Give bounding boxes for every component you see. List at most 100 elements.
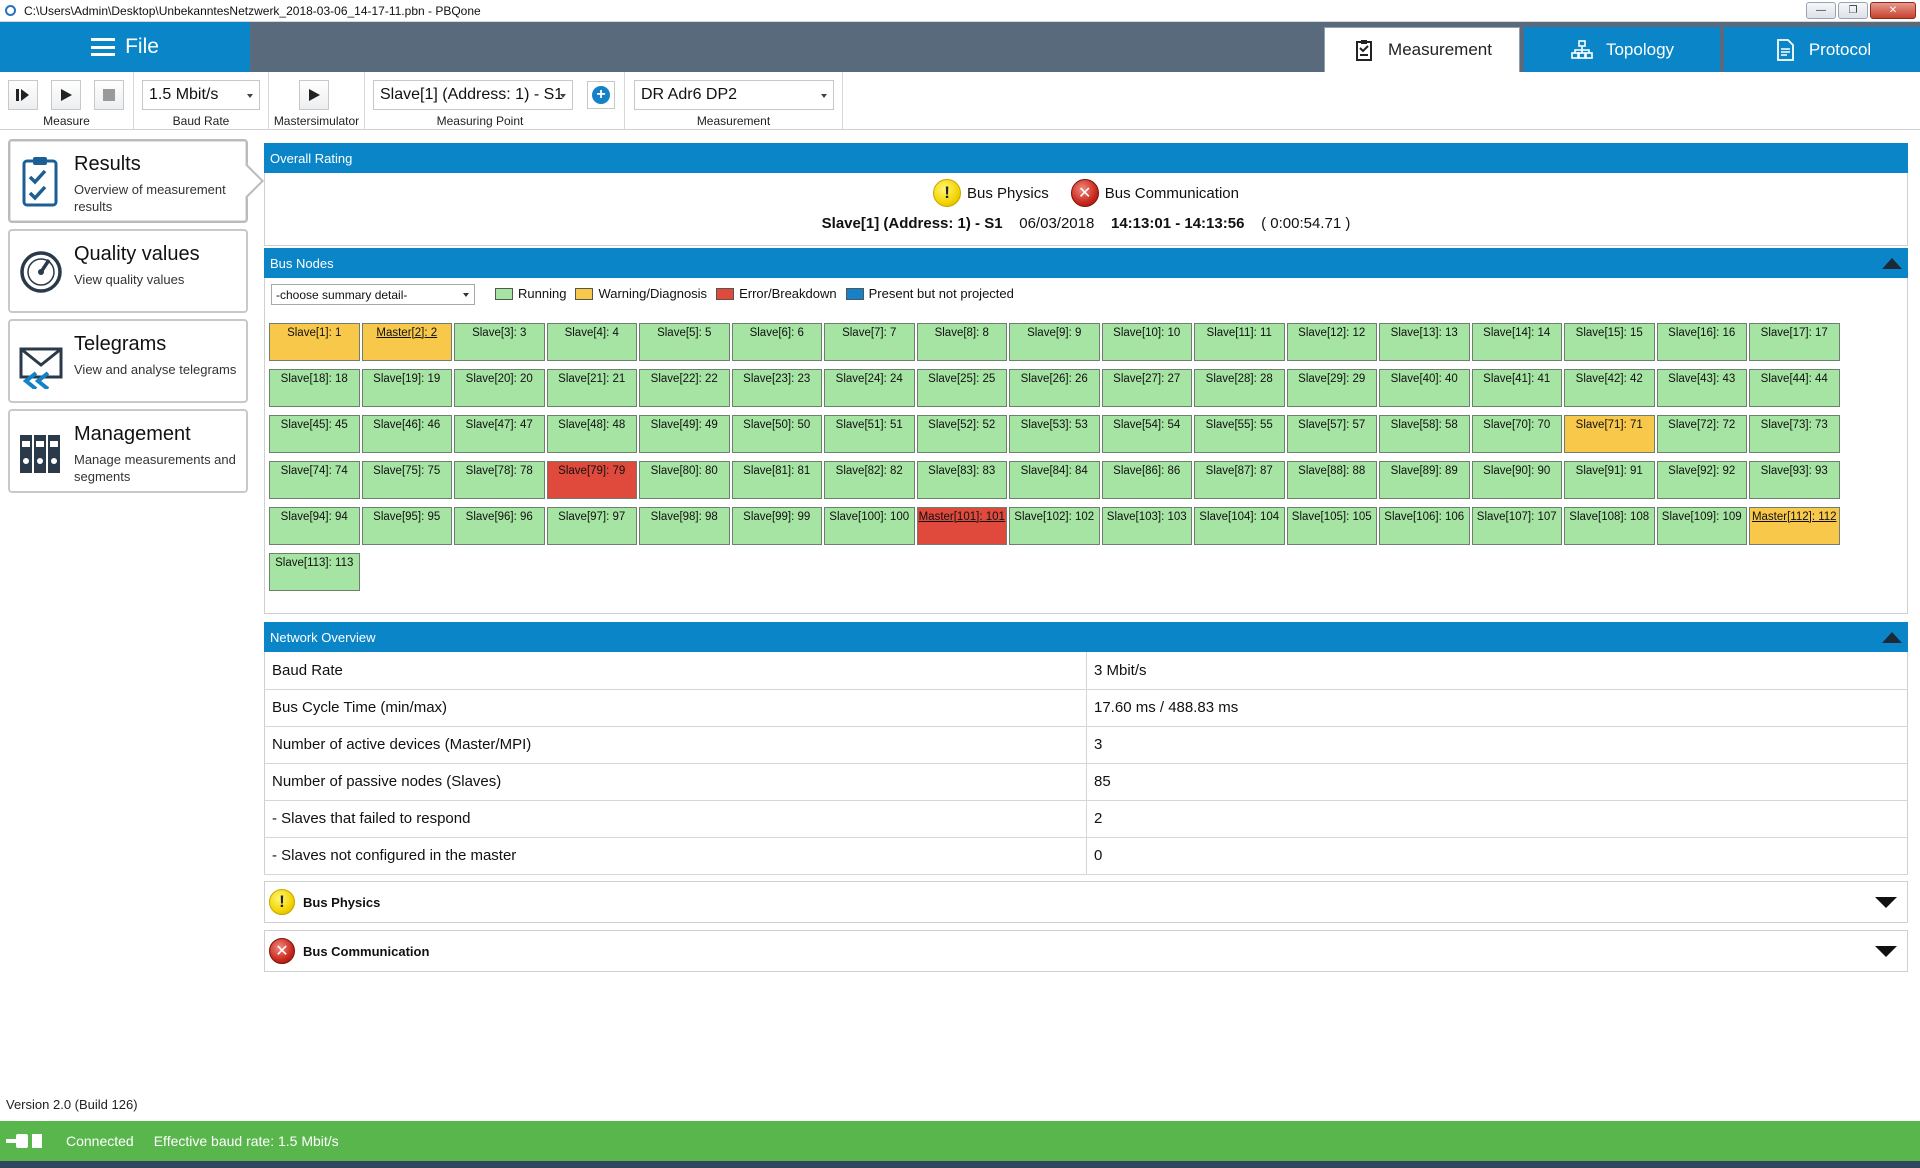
sidebar-item-telegrams[interactable]: Telegrams View and analyse telegrams [8, 319, 248, 403]
bus-node[interactable]: Slave[6]: 6 [731, 323, 822, 361]
bus-node[interactable]: Slave[49]: 49 [639, 415, 730, 453]
bus-node[interactable]: Slave[18]: 18 [269, 369, 360, 407]
bus-node[interactable]: Slave[9]: 9 [1009, 323, 1100, 361]
baud-rate-select[interactable]: 1.5 Mbit/s [142, 80, 260, 110]
add-measuring-point-button[interactable]: + [587, 81, 615, 109]
bus-node[interactable]: Master[112]: 112 [1749, 507, 1840, 545]
bus-node[interactable]: Slave[23]: 23 [731, 369, 822, 407]
bus-node[interactable]: Slave[20]: 20 [454, 369, 545, 407]
bus-node[interactable]: Slave[26]: 26 [1009, 369, 1100, 407]
step-button[interactable] [8, 80, 38, 110]
bus-node[interactable]: Slave[71]: 71 [1564, 415, 1655, 453]
bus-node[interactable]: Slave[93]: 93 [1749, 461, 1840, 499]
bus-node[interactable]: Slave[73]: 73 [1749, 415, 1840, 453]
bus-node[interactable]: Slave[10]: 10 [1101, 323, 1192, 361]
bus-node[interactable]: Slave[96]: 96 [454, 507, 545, 545]
bus-node[interactable]: Slave[84]: 84 [1009, 461, 1100, 499]
bus-node[interactable]: Slave[40]: 40 [1379, 369, 1470, 407]
bus-node[interactable]: Slave[27]: 27 [1101, 369, 1192, 407]
bus-node[interactable]: Slave[107]: 107 [1471, 507, 1562, 545]
bus-node[interactable]: Slave[72]: 72 [1656, 415, 1747, 453]
bus-node[interactable]: Slave[100]: 100 [824, 507, 915, 545]
bus-node[interactable]: Slave[3]: 3 [454, 323, 545, 361]
bus-node[interactable]: Slave[29]: 29 [1286, 369, 1377, 407]
bus-node[interactable]: Slave[113]: 113 [269, 553, 360, 591]
bus-node[interactable]: Slave[91]: 91 [1564, 461, 1655, 499]
bus-node[interactable]: Slave[16]: 16 [1656, 323, 1747, 361]
bus-node[interactable]: Slave[74]: 74 [269, 461, 360, 499]
file-menu-button[interactable]: File [0, 22, 250, 72]
bus-node[interactable]: Slave[11]: 11 [1194, 323, 1285, 361]
network-overview-header[interactable]: Network Overview [264, 622, 1908, 652]
bus-node[interactable]: Slave[42]: 42 [1564, 369, 1655, 407]
bus-node[interactable]: Slave[43]: 43 [1656, 369, 1747, 407]
bus-node[interactable]: Slave[70]: 70 [1471, 415, 1562, 453]
bus-node[interactable]: Slave[97]: 97 [546, 507, 637, 545]
bus-node[interactable]: Slave[80]: 80 [639, 461, 730, 499]
bus-node[interactable]: Slave[46]: 46 [361, 415, 452, 453]
bus-node[interactable]: Slave[109]: 109 [1656, 507, 1747, 545]
bus-node[interactable]: Slave[108]: 108 [1564, 507, 1655, 545]
bus-node[interactable]: Slave[92]: 92 [1656, 461, 1747, 499]
bus-node[interactable]: Slave[95]: 95 [361, 507, 452, 545]
bus-node[interactable]: Slave[89]: 89 [1379, 461, 1470, 499]
minimize-button[interactable]: — [1806, 2, 1836, 19]
bus-node[interactable]: Slave[90]: 90 [1471, 461, 1562, 499]
bus-node[interactable]: Slave[50]: 50 [731, 415, 822, 453]
bus-node[interactable]: Slave[8]: 8 [916, 323, 1007, 361]
bus-nodes-header[interactable]: Bus Nodes [264, 248, 1908, 278]
tab-measurement[interactable]: Measurement [1324, 27, 1520, 72]
bus-node[interactable]: Slave[78]: 78 [454, 461, 545, 499]
bus-node[interactable]: Slave[55]: 55 [1194, 415, 1285, 453]
bus-node[interactable]: Slave[5]: 5 [639, 323, 730, 361]
bus-node[interactable]: Slave[104]: 104 [1194, 507, 1285, 545]
bus-node[interactable]: Slave[51]: 51 [824, 415, 915, 453]
bus-node[interactable]: Slave[7]: 7 [824, 323, 915, 361]
bus-node[interactable]: Slave[81]: 81 [731, 461, 822, 499]
bus-node[interactable]: Slave[99]: 99 [731, 507, 822, 545]
bus-node[interactable]: Slave[44]: 44 [1749, 369, 1840, 407]
bus-node[interactable]: Slave[47]: 47 [454, 415, 545, 453]
measurement-select[interactable]: DR Adr6 DP2 [634, 80, 834, 110]
bus-node[interactable]: Slave[54]: 54 [1101, 415, 1192, 453]
bus-physics-expander[interactable]: ! Bus Physics [264, 881, 1908, 923]
maximize-button[interactable]: ❐ [1838, 2, 1868, 19]
sidebar-item-management[interactable]: Management Manage measurements and segme… [8, 409, 248, 493]
sidebar-item-results[interactable]: Results Overview of measurement results [8, 139, 264, 223]
bus-node[interactable]: Slave[58]: 58 [1379, 415, 1470, 453]
bus-node[interactable]: Slave[41]: 41 [1471, 369, 1562, 407]
bus-node[interactable]: Slave[98]: 98 [639, 507, 730, 545]
bus-node[interactable]: Master[2]: 2 [361, 323, 452, 361]
bus-node[interactable]: Slave[13]: 13 [1379, 323, 1470, 361]
bus-node[interactable]: Slave[24]: 24 [824, 369, 915, 407]
collapse-icon[interactable] [1882, 632, 1902, 643]
bus-node[interactable]: Slave[106]: 106 [1379, 507, 1470, 545]
bus-node[interactable]: Slave[14]: 14 [1471, 323, 1562, 361]
bus-node[interactable]: Slave[45]: 45 [269, 415, 360, 453]
tab-protocol[interactable]: Protocol [1724, 27, 1920, 72]
bus-node[interactable]: Slave[25]: 25 [916, 369, 1007, 407]
mastersimulator-play-button[interactable] [299, 80, 329, 110]
bus-node[interactable]: Slave[57]: 57 [1286, 415, 1377, 453]
bus-node[interactable]: Slave[103]: 103 [1101, 507, 1192, 545]
expand-icon[interactable] [1875, 946, 1897, 957]
bus-node[interactable]: Slave[82]: 82 [824, 461, 915, 499]
close-button[interactable]: ✕ [1870, 2, 1916, 19]
bus-node[interactable]: Slave[102]: 102 [1009, 507, 1100, 545]
bus-node[interactable]: Slave[21]: 21 [546, 369, 637, 407]
bus-node[interactable]: Slave[79]: 79 [546, 461, 637, 499]
bus-node[interactable]: Slave[87]: 87 [1194, 461, 1285, 499]
sidebar-item-quality-values[interactable]: Quality values View quality values [8, 229, 248, 313]
bus-node[interactable]: Slave[1]: 1 [269, 323, 360, 361]
expand-icon[interactable] [1875, 897, 1897, 908]
bus-node[interactable]: Slave[17]: 17 [1749, 323, 1840, 361]
summary-detail-select[interactable]: -choose summary detail- [271, 284, 475, 305]
bus-node[interactable]: Slave[48]: 48 [546, 415, 637, 453]
bus-node[interactable]: Slave[88]: 88 [1286, 461, 1377, 499]
bus-node[interactable]: Slave[105]: 105 [1286, 507, 1377, 545]
stop-measure-button[interactable] [94, 80, 124, 110]
bus-node[interactable]: Slave[94]: 94 [269, 507, 360, 545]
bus-node[interactable]: Slave[75]: 75 [361, 461, 452, 499]
bus-node[interactable]: Slave[52]: 52 [916, 415, 1007, 453]
bus-node[interactable]: Slave[4]: 4 [546, 323, 637, 361]
